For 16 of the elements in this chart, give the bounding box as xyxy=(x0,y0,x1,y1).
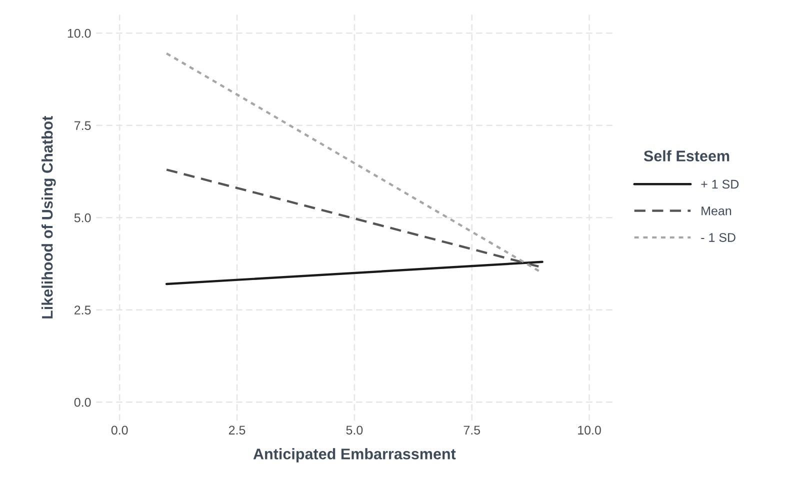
x-tick-label: 2.5 xyxy=(228,426,246,435)
legend-label: + 1 SD xyxy=(701,180,739,189)
x-tick-label: 10.0 xyxy=(578,426,601,435)
legend-label: - 1 SD xyxy=(701,233,736,242)
x-axis-title: Anticipated Embarrassment xyxy=(253,448,456,462)
y-tick-label: 0.0 xyxy=(74,398,91,407)
y-tick-label: 10.0 xyxy=(68,28,91,38)
y-axis-title: Likelihood of Using Chatbot xyxy=(42,116,56,318)
x-tick-label: 5.0 xyxy=(346,426,363,435)
x-tick-label: 0.0 xyxy=(111,426,128,435)
y-tick-label: 5.0 xyxy=(74,213,91,222)
legend-label: Mean xyxy=(702,206,732,216)
y-tick-label: 7.5 xyxy=(74,121,91,130)
y-tick-label: 2.5 xyxy=(74,306,91,314)
legend-title: Self Esteem xyxy=(644,150,730,162)
x-tick-label: 7.5 xyxy=(464,426,480,435)
